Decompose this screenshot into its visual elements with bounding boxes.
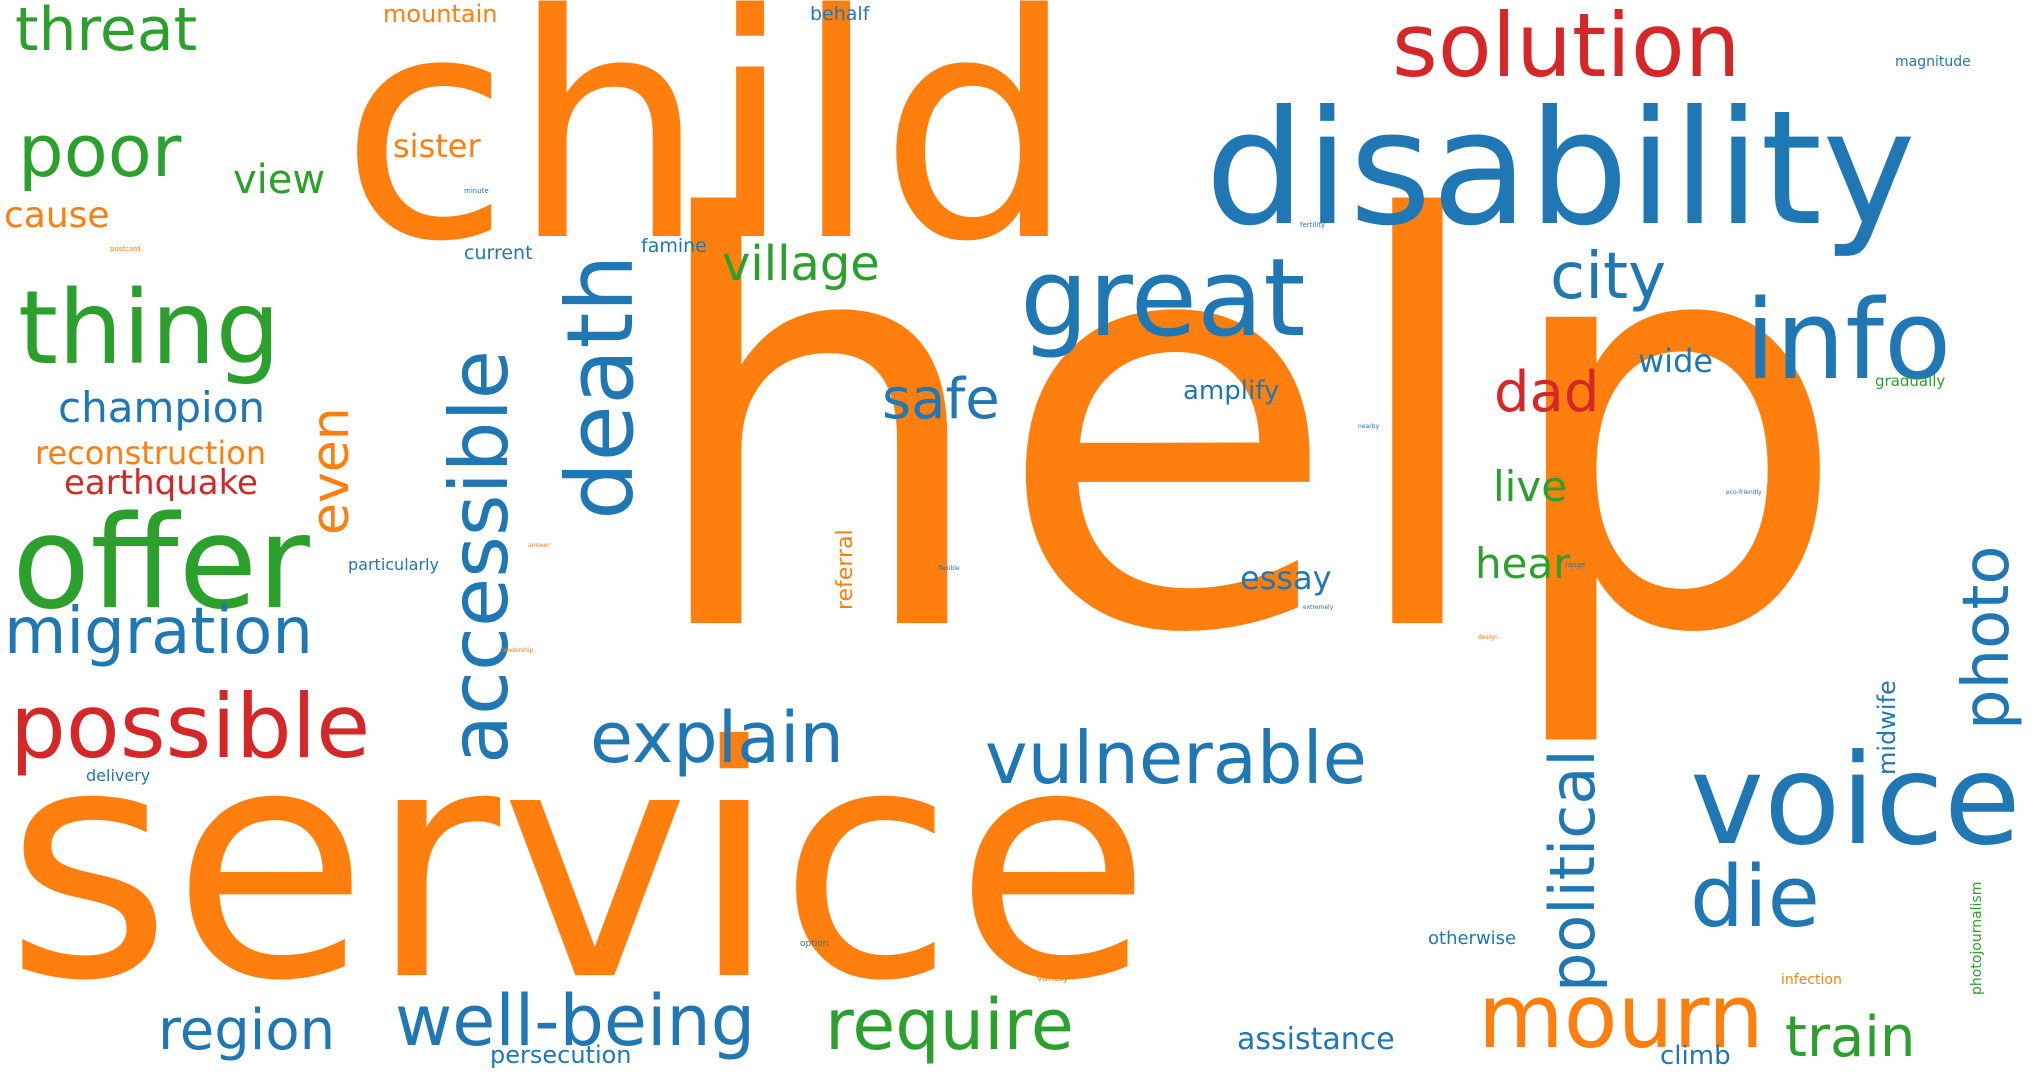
word-range: range xyxy=(1565,561,1586,569)
word-voice: voice xyxy=(1690,728,2021,873)
word-child: child xyxy=(340,0,1076,310)
word-city: city xyxy=(1550,240,1666,314)
word-essay: essay xyxy=(1240,559,1332,597)
word-train: train xyxy=(1785,1005,1916,1070)
word-postcard: postcard xyxy=(110,245,141,253)
word-particularly: particularly xyxy=(348,555,439,574)
word-climb: climb xyxy=(1660,1041,1731,1071)
word-assistance: assistance xyxy=(1237,1022,1395,1057)
word-champion: champion xyxy=(58,383,266,432)
word-photo: photo xyxy=(1950,545,2024,730)
word-eco-friendly: eco-friendly xyxy=(1726,489,1762,496)
word-minute: minute xyxy=(464,187,489,195)
word-even: even xyxy=(301,407,361,535)
word-poor: poor xyxy=(18,109,182,193)
word-persecution: persecution xyxy=(490,1041,632,1069)
word-cause: cause xyxy=(4,195,110,236)
word-fertility: fertility xyxy=(1300,221,1326,229)
word-leadership: leadership xyxy=(502,647,534,654)
word-solution: solution xyxy=(1392,0,1741,97)
word-service: service xyxy=(5,679,1152,1051)
word-vulnerable: vulnerable xyxy=(985,716,1367,800)
word-mourn: mourn xyxy=(1478,965,1764,1068)
word-die: die xyxy=(1690,848,1820,947)
word-great: great xyxy=(1020,236,1306,361)
word-gradually: gradually xyxy=(1875,372,1946,390)
word-amplify: amplify xyxy=(1183,376,1280,406)
word-region: region xyxy=(158,998,336,1063)
word-earthquake: earthquake xyxy=(64,463,258,503)
word-accessible: accessible xyxy=(433,349,526,764)
word-mountain: mountain xyxy=(383,0,498,28)
word-offer: offer xyxy=(12,489,310,638)
word-threat: threat xyxy=(15,0,198,65)
word-safe: safe xyxy=(882,367,1000,432)
word-option: option xyxy=(800,939,829,949)
word-reconstruction: reconstruction xyxy=(35,434,267,472)
word-village: village xyxy=(722,236,880,292)
word-info: info xyxy=(1745,276,1952,404)
word-extremely: extremely xyxy=(1303,604,1334,611)
word-delivery: delivery xyxy=(86,766,151,785)
word-famine: famine xyxy=(641,235,707,257)
word-dad: dad xyxy=(1494,360,1600,425)
word-magnitude: magnitude xyxy=(1895,54,1971,70)
word-flexible: flexible xyxy=(938,565,960,572)
word-behalf: behalf xyxy=(810,3,870,25)
word-referral: referral xyxy=(833,529,858,610)
word-require: require xyxy=(825,984,1074,1066)
word-midwife: midwife xyxy=(1873,680,1901,775)
word-sister: sister xyxy=(393,127,481,165)
word-current: current xyxy=(464,242,533,264)
word-explain: explain xyxy=(590,697,844,779)
word-help: help xyxy=(640,104,1851,756)
word-thing: thing xyxy=(18,269,281,388)
word-well-being: well-being xyxy=(395,980,756,1062)
word-photojournalism: photojournalism xyxy=(1969,881,1985,995)
word-answer: answer xyxy=(528,542,550,549)
word-variety: variety xyxy=(1037,974,1069,984)
word-hear: hear xyxy=(1475,539,1571,588)
word-disability: disability xyxy=(1205,77,1916,261)
word-design: design xyxy=(1478,634,1498,641)
word-otherwise: otherwise xyxy=(1428,928,1517,949)
word-view: view xyxy=(233,157,326,203)
word-possible: possible xyxy=(10,675,371,778)
word-wide: wide xyxy=(1638,342,1714,380)
word-death: death xyxy=(547,254,654,520)
word-political: political xyxy=(1536,749,1609,992)
word-nearby: nearby xyxy=(1358,423,1379,430)
word-live: live xyxy=(1493,462,1568,511)
word-infection: infection xyxy=(1781,972,1842,988)
word-migration: migration xyxy=(4,595,313,669)
